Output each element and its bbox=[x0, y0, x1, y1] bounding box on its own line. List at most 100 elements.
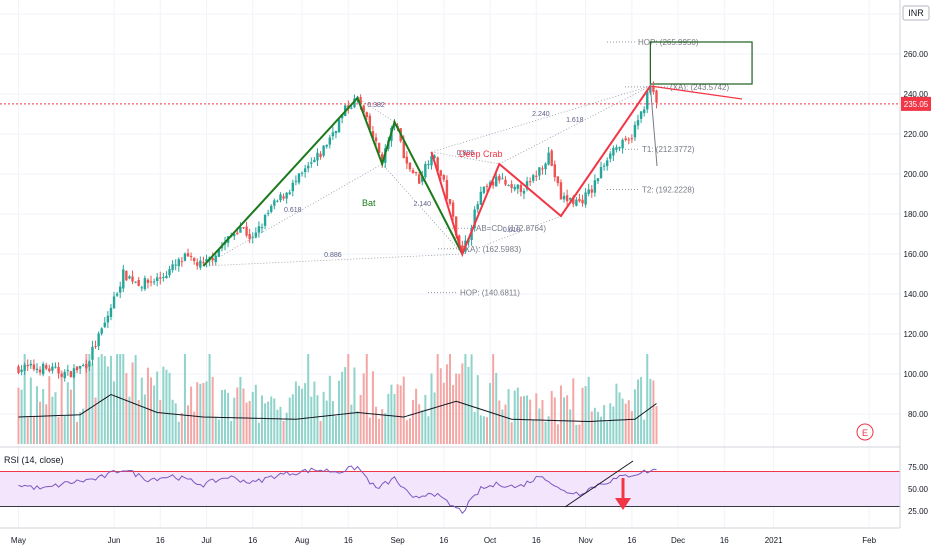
candle-body bbox=[94, 345, 97, 347]
candle-body bbox=[106, 315, 110, 323]
volume-bar bbox=[322, 391, 325, 444]
candle-body bbox=[553, 164, 556, 178]
candle-body bbox=[189, 256, 193, 258]
volume-bar bbox=[316, 395, 319, 444]
candle-body bbox=[128, 276, 131, 279]
candle-body bbox=[316, 152, 319, 161]
candle-body bbox=[91, 346, 94, 360]
candle-body bbox=[263, 215, 267, 226]
volume-bar bbox=[584, 386, 587, 444]
volume-bar bbox=[165, 369, 168, 444]
candle-body bbox=[149, 281, 153, 283]
volume-bar bbox=[646, 354, 649, 444]
candle-body bbox=[159, 277, 162, 279]
candle-body bbox=[362, 105, 365, 113]
harmonic-patterns: 0.618 0.382 2.140 0.886 0.886 0.618 1.618 2.240 bbox=[202, 85, 743, 267]
candle-body bbox=[313, 159, 316, 163]
volume-bar bbox=[82, 408, 85, 444]
candle-body bbox=[528, 181, 532, 183]
rsi-tick-label: 25.00 bbox=[908, 507, 929, 516]
candle-body bbox=[442, 175, 446, 180]
volume-bar bbox=[177, 421, 180, 444]
volume-bar bbox=[402, 376, 405, 444]
rsi-band bbox=[0, 471, 900, 507]
candle-body bbox=[445, 179, 449, 200]
volume-bar bbox=[569, 409, 572, 444]
candle-body bbox=[368, 115, 372, 130]
candle-body bbox=[513, 186, 516, 190]
candle-body bbox=[310, 162, 313, 164]
volume-bar bbox=[208, 354, 211, 444]
level-label: T1: (212.3772) bbox=[642, 145, 695, 154]
pattern-ratio-label: 2.240 bbox=[532, 111, 550, 118]
candle-body bbox=[239, 226, 242, 233]
harmonic-levels: HOP: (265.9950)(XA): (243.5742)T1: (212.… bbox=[0, 38, 900, 298]
time-tick-label: May bbox=[11, 536, 26, 545]
candle-body bbox=[507, 185, 510, 187]
volume-bar bbox=[193, 411, 196, 444]
volume-bar bbox=[532, 419, 535, 444]
volume-bar bbox=[76, 421, 79, 444]
candle-body bbox=[340, 114, 344, 119]
candle-body bbox=[88, 361, 91, 367]
volume-bar bbox=[159, 400, 162, 444]
volume-bar bbox=[381, 409, 384, 444]
volume-bar bbox=[618, 392, 621, 444]
volume-bar bbox=[294, 381, 297, 444]
candle-body bbox=[639, 111, 643, 119]
candle-body bbox=[51, 366, 54, 371]
candle-body bbox=[199, 260, 202, 268]
candle-body bbox=[599, 167, 603, 179]
candle-body bbox=[461, 245, 464, 252]
volume-bar bbox=[652, 380, 655, 444]
volume-bar bbox=[171, 399, 174, 444]
pattern-construction-line bbox=[357, 97, 395, 123]
candle-body bbox=[436, 157, 439, 171]
candle-body bbox=[168, 269, 171, 276]
volume-bar bbox=[227, 392, 230, 444]
candle-body bbox=[633, 124, 637, 138]
candle-body bbox=[602, 165, 606, 167]
candle-body bbox=[202, 262, 205, 264]
candle-body bbox=[75, 366, 79, 371]
volume-bar bbox=[436, 354, 439, 444]
volume-bar bbox=[596, 411, 599, 444]
candle-body bbox=[291, 182, 295, 192]
candle-body bbox=[174, 264, 177, 266]
candle-body bbox=[334, 130, 338, 134]
volume-bar bbox=[270, 396, 273, 444]
volume-bar bbox=[273, 398, 276, 444]
candle-body bbox=[482, 186, 486, 193]
volume-bar bbox=[473, 411, 476, 444]
volume-bar bbox=[393, 394, 396, 444]
candle-body bbox=[544, 163, 547, 170]
volume-bar bbox=[217, 419, 220, 444]
price-tick-label: 200.00 bbox=[904, 170, 929, 179]
pattern-ratio-label: 0.618 bbox=[503, 227, 521, 234]
price-tick-label: 240.00 bbox=[904, 90, 929, 99]
event-marker-e[interactable]: E bbox=[856, 423, 874, 441]
volume-bar bbox=[334, 416, 337, 444]
candle-body bbox=[615, 147, 618, 150]
volume-bar bbox=[199, 383, 202, 444]
volume-bar bbox=[29, 377, 32, 444]
candle-body bbox=[417, 174, 421, 184]
volume-bar bbox=[470, 354, 473, 444]
volume-bar bbox=[643, 419, 646, 444]
pattern-ratio-label: 0.886 bbox=[324, 252, 342, 259]
candle-body bbox=[605, 160, 609, 167]
volume-bar bbox=[353, 367, 356, 444]
volume-bar bbox=[593, 407, 596, 444]
candle-body bbox=[572, 197, 575, 205]
candle-body bbox=[97, 333, 100, 347]
volume-bar bbox=[23, 354, 26, 444]
time-tick-label: 16 bbox=[627, 536, 636, 545]
volume-bar bbox=[356, 411, 359, 444]
volume-bar bbox=[390, 384, 393, 444]
candle-body bbox=[621, 139, 624, 149]
volume-bar bbox=[442, 382, 445, 444]
candle-body bbox=[54, 366, 57, 368]
current-price-label: 235.05 bbox=[904, 100, 929, 109]
volume-bar bbox=[455, 373, 458, 444]
